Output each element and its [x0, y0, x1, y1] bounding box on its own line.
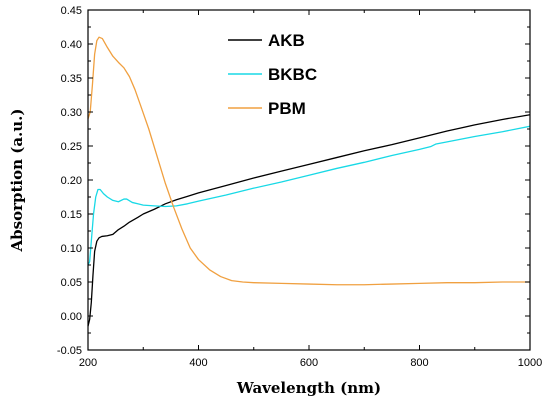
y-tick-label: 0.30 [61, 107, 82, 119]
legend: AKB BKBC PBM [228, 31, 317, 118]
y-tick-label: 0.20 [61, 175, 82, 187]
axes: 200 400 600 800 1000 -0.05 0.00 0.05 0.10 0.15 0.2… [57, 5, 542, 369]
y-tick-label: 0.00 [61, 311, 82, 323]
y-tick-label: 0.40 [61, 39, 82, 51]
series-line-bkbc [87, 125, 531, 266]
legend-label-bkbc: BKBC [268, 65, 317, 84]
plot-frame [87, 9, 531, 351]
x-tick-label: 1000 [518, 357, 542, 369]
y-tick-label: 0.25 [61, 141, 82, 153]
series-line-pbm [87, 36, 530, 286]
x-tick-label: 800 [410, 357, 428, 369]
y-tick-label: 0.15 [61, 209, 82, 221]
x-tick-label: 600 [300, 357, 318, 369]
plot-area [87, 36, 531, 327]
y-tick-label: -0.05 [57, 345, 82, 357]
y-tick-label: 0.45 [61, 5, 82, 17]
legend-label-pbm: PBM [268, 99, 306, 118]
y-tick-label: 0.05 [61, 277, 82, 289]
y-tick-label: 0.10 [61, 243, 82, 255]
y-tick-label: 0.35 [61, 73, 82, 85]
x-axis-label: Wavelength (nm) [236, 379, 381, 397]
x-tick-label: 400 [189, 357, 207, 369]
y-axis-label: Absorption (a.u.) [8, 109, 26, 253]
legend-label-akb: AKB [268, 31, 305, 50]
x-tick-label: 200 [79, 357, 97, 369]
